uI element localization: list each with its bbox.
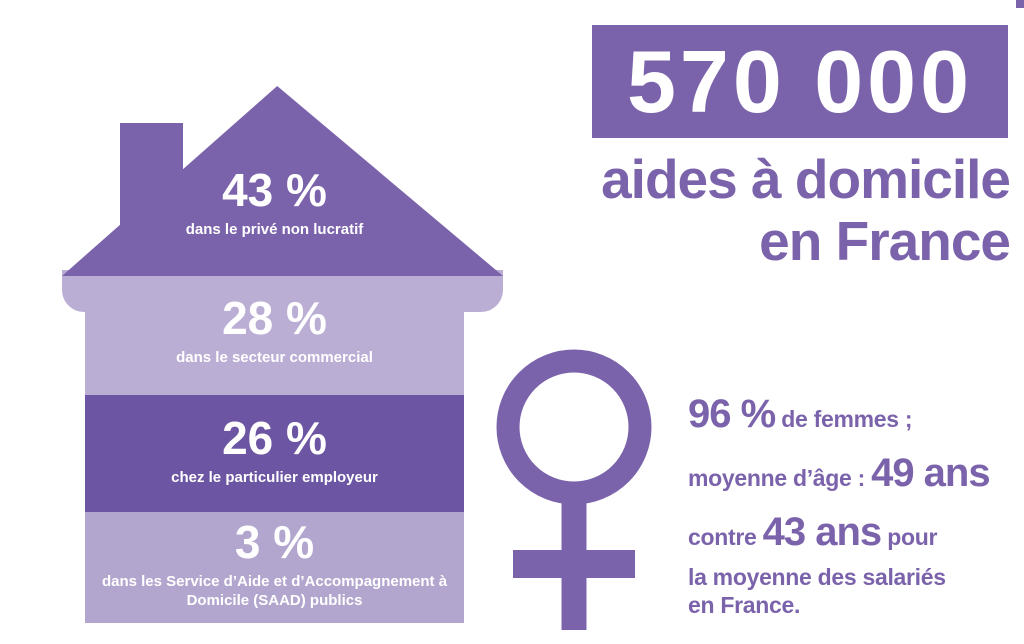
stat-compare-suffix: pour <box>881 524 938 550</box>
count-value: 570 000 <box>626 31 974 131</box>
segment-value: 43 % <box>222 164 327 216</box>
segment-value: 26 % <box>222 412 327 464</box>
count-banner: 570 000 <box>592 25 1008 138</box>
house-band-particulier-employeur <box>85 395 464 512</box>
segment-label: chez le particulier employeur <box>171 469 378 486</box>
stat-women-value: 96 % <box>688 392 776 436</box>
segment-prive-non-lucratif: 43 % dans le privé non lucratif <box>85 166 464 239</box>
segment-particulier-employeur: 26 % chez le particulier employeur <box>85 414 464 487</box>
headline: aides à domicile en France <box>601 148 1011 272</box>
headline-line2: en France <box>759 210 1011 272</box>
segment-saad-publics: 3 % dans les Service d’Aide et d’Accompa… <box>85 518 464 610</box>
stat-age-value: 49 ans <box>871 451 991 495</box>
stat-average-age: moyenne d’âge : 49 ans <box>688 449 1024 506</box>
segment-value: 3 % <box>234 516 315 568</box>
house-band-secteur-commercial <box>85 272 464 395</box>
corner-decoration <box>1016 0 1024 8</box>
female-symbol-icon <box>496 349 652 630</box>
stats-block: 96 % de femmes ; moyenne d’âge : 49 ans … <box>688 390 1024 619</box>
segment-value: 28 % <box>222 292 327 344</box>
segment-secteur-commercial: 28 % dans le secteur commercial <box>85 294 464 367</box>
stat-women: 96 % de femmes ; <box>688 390 1024 447</box>
headline-line1: aides à domicile <box>601 148 1011 210</box>
stat-compare-line3: en France. <box>688 592 801 618</box>
segment-label: dans le privé non lucratif <box>185 221 364 238</box>
stat-age-prefix: moyenne d’âge : <box>688 465 872 491</box>
stat-compare-value: 43 ans <box>762 510 883 554</box>
house-band-saad-publics <box>85 512 464 623</box>
stat-women-text: de femmes ; <box>775 406 913 432</box>
stat-compare-line2: la moyenne des salariés <box>688 564 946 590</box>
stat-compare-age: contre 43 ans pour <box>688 510 1024 563</box>
segment-label: dans les Service d’Aide et d’Accompagnem… <box>101 573 448 609</box>
stat-compare-prefix: contre <box>688 524 763 550</box>
segment-label: dans le secteur commercial <box>176 349 373 366</box>
